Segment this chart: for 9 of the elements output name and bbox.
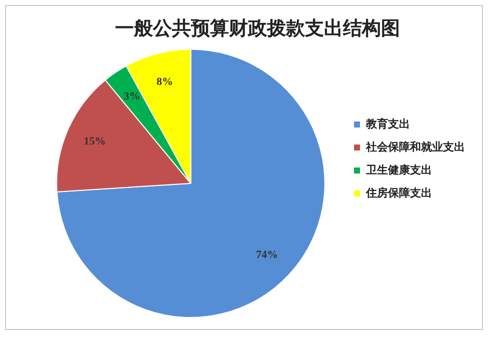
data-label: 8%: [156, 76, 173, 88]
chart-title: 一般公共预算财政拨款支出结构图: [115, 17, 400, 40]
legend-label: 社会保障和就业支出: [365, 140, 465, 154]
data-label: 3%: [124, 90, 140, 103]
data-label: 15%: [84, 136, 106, 148]
legend-label: 教育支出: [365, 117, 410, 130]
legend-label: 卫生健康支出: [365, 163, 432, 176]
legend-label: 住房保障支出: [365, 186, 432, 200]
data-label: 74%: [256, 248, 278, 261]
